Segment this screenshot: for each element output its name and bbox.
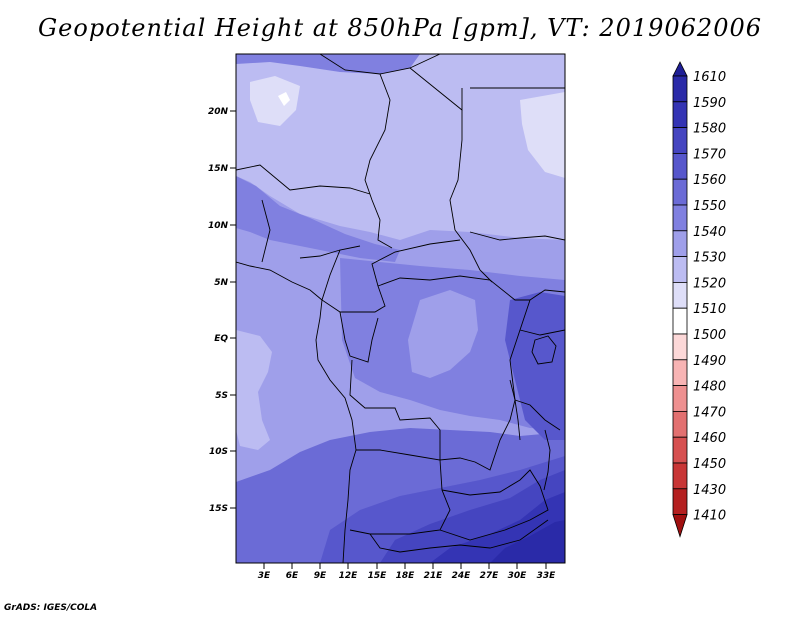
- colorbar-label: 1500: [693, 328, 726, 343]
- colorbar-cell: [672, 359, 688, 386]
- lat-tick-20n: 20N: [208, 107, 229, 117]
- colorbar-cell: [672, 178, 688, 206]
- colorbar-cell: [672, 462, 688, 490]
- border-zambia: [439, 469, 549, 541]
- lake-malawi: [543, 429, 551, 491]
- colorbar-cell: [672, 385, 688, 412]
- colorbar-label: 1450: [693, 457, 726, 472]
- lon-tick-30e: 30E: [508, 571, 528, 581]
- lon-tick-24e: 24E: [452, 571, 472, 581]
- colorbar-cell: [672, 127, 688, 154]
- colorbar-top-arrow: [672, 61, 688, 77]
- borders: [236, 54, 565, 563]
- height-field: [236, 54, 565, 563]
- lat-tick-10n: 10N: [208, 221, 229, 231]
- border-nigeria: [261, 199, 361, 263]
- border-south: [369, 519, 549, 553]
- colorbar-label: 1430: [693, 483, 726, 498]
- lon-tick-9e: 9E: [314, 571, 327, 581]
- map-title: Geopotential Height at 850hPa [gpm], VT:…: [38, 14, 762, 42]
- colorbar-bottom-arrow: [672, 514, 688, 538]
- field-1540-inner: [408, 290, 478, 378]
- field-1590: [490, 520, 565, 563]
- colorbar-label: 1480: [693, 380, 726, 395]
- border-congo: [339, 311, 379, 363]
- field-1520-ne: [520, 92, 565, 178]
- border-east: [514, 289, 565, 431]
- lake-victoria: [531, 335, 557, 365]
- colorbar-cell: [672, 152, 688, 180]
- field-1520-nw: [250, 76, 300, 126]
- colorbar-cell: [672, 256, 688, 283]
- colorbar-label: 1590: [693, 96, 726, 111]
- colorbar-cell: [672, 101, 688, 129]
- colorbar-cell: [672, 410, 688, 438]
- lon-axis: [263, 563, 547, 569]
- colorbar-label: 1560: [693, 173, 726, 188]
- colorbar-cell: [672, 281, 688, 309]
- colorbar-cell: [672, 307, 688, 335]
- colorbar-cell: [672, 230, 688, 258]
- border-mali-niger: [236, 164, 371, 195]
- border-ethiopia: [469, 231, 565, 241]
- lat-tick-15s: 15S: [209, 504, 228, 514]
- colorbar-label: 1610: [693, 70, 726, 85]
- colorbar-label: 1490: [693, 354, 726, 369]
- field-1530-coast: [236, 330, 272, 450]
- colorbar-label: 1470: [693, 405, 726, 420]
- colorbar-label: 1550: [693, 199, 726, 214]
- field-1530-north: [236, 54, 565, 240]
- lon-tick-15e: 15E: [368, 571, 388, 581]
- colorbar-label: 1570: [693, 147, 726, 162]
- lat-tick-eq: EQ: [214, 334, 228, 344]
- colorbar-label: 1530: [693, 251, 726, 266]
- lon-tick-3e: 3E: [258, 571, 271, 581]
- lat-tick-5s: 5S: [215, 391, 228, 401]
- lon-tick-18e: 18E: [396, 571, 416, 581]
- border-drc: [349, 299, 531, 471]
- border-niger-chad: [449, 110, 493, 283]
- colorbar-label: 1540: [693, 225, 726, 240]
- lon-tick-21e: 21E: [424, 571, 444, 581]
- map-frame: [235, 53, 566, 564]
- lat-tick-10s: 10S: [209, 447, 228, 457]
- colorbar-label: 1580: [693, 122, 726, 137]
- border-libya-chad: [364, 73, 393, 249]
- grads-credit: GrADS: IGES/COLA: [4, 603, 98, 613]
- lon-tick-6e: 6E: [286, 571, 299, 581]
- border-cameroon: [321, 239, 461, 313]
- colorbar-cell: [672, 333, 688, 361]
- colorbar-cell: [672, 436, 688, 464]
- field-1510-spot: [278, 92, 290, 106]
- colorbar-label: 1520: [693, 276, 726, 291]
- border-angola: [349, 449, 451, 535]
- field-1540-top: [236, 54, 420, 74]
- lat-tick-5n: 5N: [214, 278, 228, 288]
- colorbar: 1610 1590 1580 1570 1560 1550 1540 1530 1520 1510…: [672, 61, 726, 538]
- border-egypt-libya: [409, 67, 463, 111]
- lat-tick-15n: 15N: [208, 164, 229, 174]
- border-car: [377, 275, 530, 301]
- colorbar-label: 1410: [693, 509, 726, 524]
- colorbar-label: 1460: [693, 431, 726, 446]
- colorbar-cell: [672, 204, 688, 232]
- colorbar-cell: [672, 75, 688, 103]
- lat-axis: [230, 110, 236, 509]
- lon-tick-12e: 12E: [339, 571, 359, 581]
- colorbar-label: 1510: [693, 302, 726, 317]
- lon-tick-33e: 33E: [537, 571, 557, 581]
- colorbar-cell: [672, 488, 688, 515]
- lon-tick-27e: 27E: [480, 571, 500, 581]
- field-1530-west: [236, 176, 400, 262]
- coastline-west: [236, 261, 357, 563]
- lake-tanganyika: [509, 379, 521, 441]
